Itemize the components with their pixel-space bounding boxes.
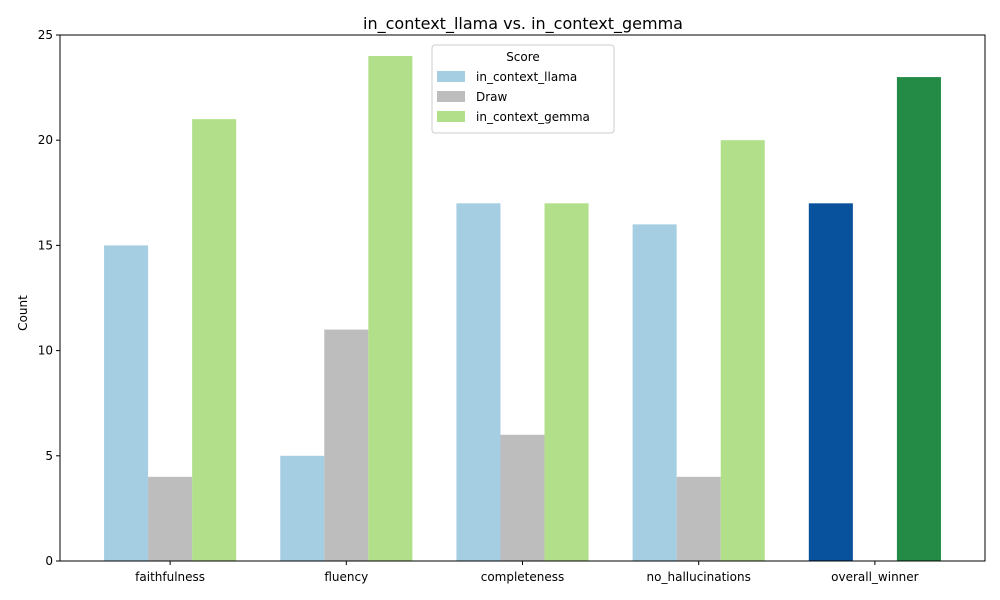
legend-title: Score <box>506 50 540 64</box>
y-axis-label: Count <box>16 295 30 331</box>
bar-overall_winner-in_context_llama <box>808 203 853 561</box>
x-tick-label-overall_winner: overall_winner <box>831 570 919 584</box>
bar-faithfulness-Draw <box>148 476 193 561</box>
bar-completeness-Draw <box>500 434 545 561</box>
x-tick-label-fluency: fluency <box>324 570 368 584</box>
bar-faithfulness-in_context_llama <box>104 245 149 561</box>
bar-overall_winner-in_context_gemma <box>896 77 941 561</box>
bar-completeness-in_context_gemma <box>544 203 589 561</box>
bar-fluency-in_context_gemma <box>368 56 413 561</box>
y-tick-label: 0 <box>45 554 53 568</box>
legend-label-Draw: Draw <box>476 90 508 104</box>
bar-completeness-in_context_llama <box>456 203 501 561</box>
bar-no_hallucinations-in_context_gemma <box>720 140 765 561</box>
y-tick-label: 10 <box>38 344 53 358</box>
bar-fluency-Draw <box>324 329 369 561</box>
legend: Score in_context_llama Draw in_context_gem… <box>431 44 615 134</box>
legend-swatch-in_context_gemma <box>437 111 465 122</box>
plot-area: 0 5 10 15 20 25 faithfulness fluency completenes… <box>38 28 986 584</box>
legend-frame <box>431 44 615 134</box>
x-tick-label-completeness: completeness <box>481 570 565 584</box>
legend-label-in_context_gemma: in_context_gemma <box>476 110 590 124</box>
chart-title: in_context_llama vs. in_context_gemma <box>363 14 683 34</box>
bar-no_hallucinations-in_context_llama <box>632 224 677 562</box>
y-tick-label: 20 <box>38 133 53 147</box>
x-tick-label-no_hallucinations: no_hallucinations <box>647 570 751 584</box>
legend-swatch-Draw <box>437 91 465 102</box>
x-tick-label-faithfulness: faithfulness <box>135 570 205 584</box>
legend-label-in_context_llama: in_context_llama <box>476 70 577 84</box>
legend-swatch-in_context_llama <box>437 71 465 82</box>
y-tick-label: 15 <box>38 238 53 252</box>
bar-no_hallucinations-Draw <box>676 476 721 561</box>
y-tick-label: 25 <box>38 28 53 42</box>
y-tick-label: 5 <box>45 449 53 463</box>
bar-faithfulness-in_context_gemma <box>192 119 237 561</box>
bar-fluency-in_context_llama <box>280 455 325 561</box>
